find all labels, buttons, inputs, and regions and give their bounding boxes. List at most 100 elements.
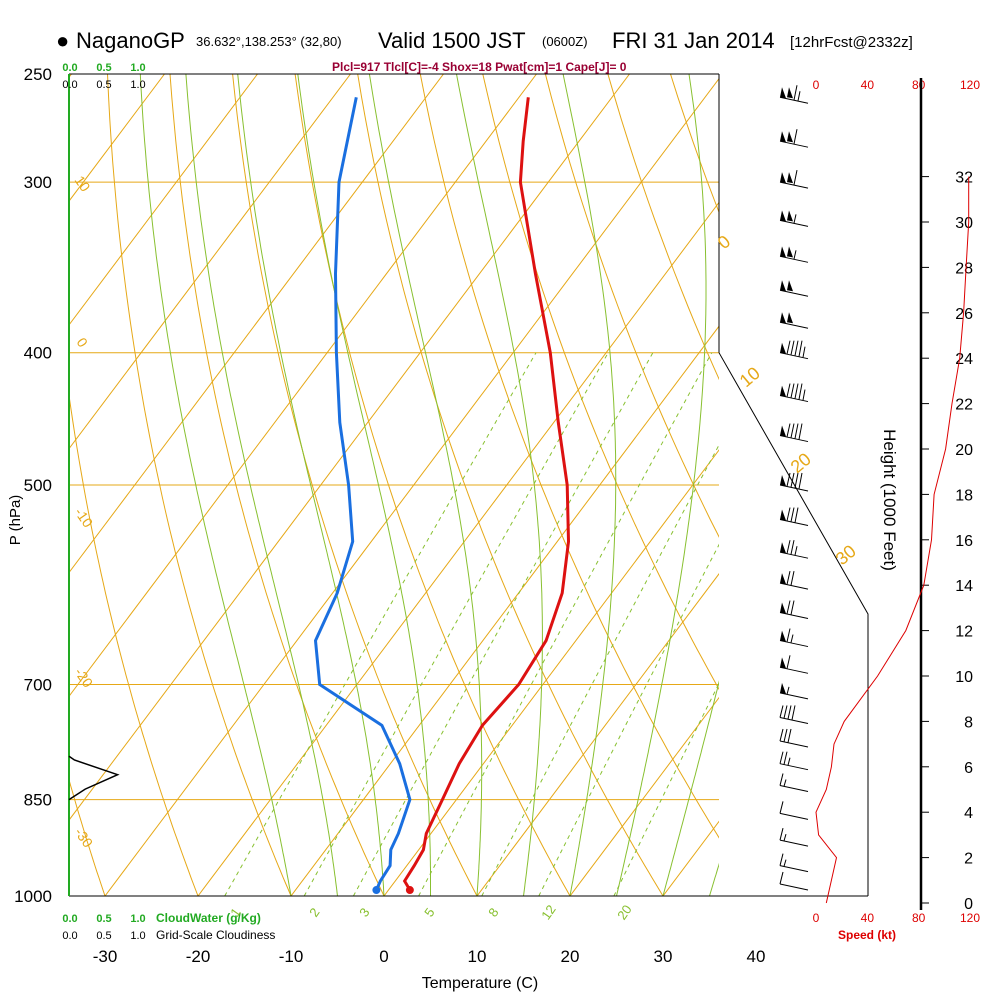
wind-barb-flag [794, 472, 799, 489]
wind-barb-pennant [780, 385, 786, 397]
speed-top-tick-label: 120 [960, 78, 980, 92]
wind-barb-pennant [780, 312, 786, 324]
wind-barb-staff [779, 692, 809, 700]
wind-barb-pennant [780, 425, 786, 437]
cloudiness-top-tick-label: 1.0 [130, 79, 145, 91]
wind-barb-staff [779, 435, 809, 443]
wind-barb [779, 210, 809, 227]
isotherm-line [476, 573, 719, 896]
wind-barb-pennant [780, 87, 786, 99]
wind-barb [779, 628, 809, 648]
wind-barb-half-flag [793, 250, 797, 260]
wind-barb-staff [779, 181, 809, 189]
wind-barb-pennant [780, 573, 786, 585]
wind-barb-staff [779, 763, 809, 771]
wind-barb-flag [790, 340, 795, 355]
cloudwater-top-tick-label: 0.0 [62, 62, 77, 74]
wind-barb-staff [779, 640, 809, 648]
isotherm-line [69, 74, 537, 698]
wind-barb-flag [779, 871, 784, 885]
wind-barb-half-flag [794, 546, 798, 556]
wind-barb-pennant [780, 210, 786, 222]
cloudiness-bottom-tick-label: 0.0 [62, 930, 77, 942]
isotherm-line [290, 325, 719, 896]
wind-barb-flag [779, 773, 784, 786]
wind-barb-staff [779, 740, 809, 748]
wind-barb-pennant [780, 342, 786, 354]
dry-adiabat-line [294, 74, 571, 896]
wind-barb-staff [779, 395, 809, 403]
wind-barb-staff [779, 883, 809, 891]
dry-adiabat-line [669, 74, 719, 214]
wind-barb [779, 853, 809, 873]
pressure-tick-label: 300 [24, 173, 52, 192]
mixing-ratio-label: 20 [614, 902, 635, 922]
wind-barb-flag [798, 383, 803, 400]
wind-barb-flag [779, 751, 784, 764]
wind-barb [779, 540, 809, 559]
wind-barb-staff [779, 582, 809, 590]
mixing-ratio-line [352, 352, 654, 896]
wind-barb-flag [793, 85, 798, 101]
wind-barb-half-flag [802, 346, 806, 358]
isotherm-label: 10 [72, 173, 94, 195]
wind-barb-staff [779, 484, 809, 492]
wind-barb-staff [779, 612, 809, 620]
speed-bottom-tick-label: 40 [861, 911, 875, 925]
height-tick-label: 4 [964, 805, 973, 822]
wind-barb-staff [779, 96, 809, 104]
mixing-ratio-label: 3 [356, 905, 372, 920]
wind-barb-flag [779, 705, 784, 718]
wind-barb-flag [790, 507, 795, 522]
wind-barb-staff [779, 321, 809, 329]
height-tick-label: 2 [964, 851, 973, 868]
cloudwater-top-tick-label: 1.0 [130, 62, 145, 74]
dry-adiabat-line [419, 74, 719, 839]
wind-barb-flag [779, 853, 784, 866]
wind-barb [779, 85, 809, 104]
wind-barb-flag [786, 600, 791, 615]
pressure-axis-label: P (hPa) [7, 495, 24, 546]
wind-barb-half-flag [790, 634, 794, 643]
mixing-ratio-label: 8 [485, 905, 501, 920]
temperature-tick-label: 40 [747, 947, 766, 966]
wind-barb [779, 571, 809, 590]
wind-barb-pennant [787, 87, 793, 99]
pressure-tick-label: 250 [24, 65, 52, 84]
wind-barb [779, 340, 809, 360]
dry-adiabat-line [972, 50, 1000, 925]
isotherm-line [849, 74, 1000, 896]
height-tick-label: 0 [964, 896, 973, 913]
temperature-tick-label: -10 [279, 947, 304, 966]
isotherm-label: -30 [72, 825, 97, 851]
dry-adiabat-line [69, 777, 106, 896]
wind-barb-flag [786, 383, 791, 398]
wind-barb-staff [779, 785, 809, 793]
isotherm-line [104, 77, 719, 896]
dry-adiabat-line [607, 74, 719, 381]
pressure-tick-label: 850 [24, 791, 52, 810]
moist-adiabat-line [139, 74, 292, 896]
forecast-info: [12hrFcst@2332z] [790, 34, 913, 51]
sounding-parameters: Plcl=917 Tlcl[C]=-4 Shox=18 Pwat[cm]=1 C… [332, 60, 627, 74]
wind-barb [779, 472, 809, 492]
dry-adiabat-line [106, 74, 292, 896]
wind-barb-half-flag [787, 757, 791, 766]
wind-barb-flag [794, 423, 799, 439]
cloudiness-top-tick-label: 0.5 [96, 79, 111, 91]
dry-adiabat-line [232, 74, 478, 896]
dry-adiabat-line [849, 50, 1000, 925]
wind-barb-flag [790, 540, 795, 555]
pressure-tick-label: 700 [24, 676, 52, 695]
wind-barb-staff [779, 289, 809, 297]
isotherm-label: 0 [714, 231, 735, 253]
wind-barb-staff [779, 519, 809, 527]
wind-barb-flag [798, 423, 803, 440]
pressure-tick-label: 1000 [14, 887, 52, 906]
wind-barb-half-flag [783, 833, 787, 842]
speed-top-tick-label: 80 [912, 78, 926, 92]
wind-barb-flag [786, 423, 791, 438]
wind-barb-pennant [780, 602, 786, 614]
wind-barb-half-flag [783, 859, 787, 867]
speed-axis-label: Speed (kt) [838, 928, 896, 942]
